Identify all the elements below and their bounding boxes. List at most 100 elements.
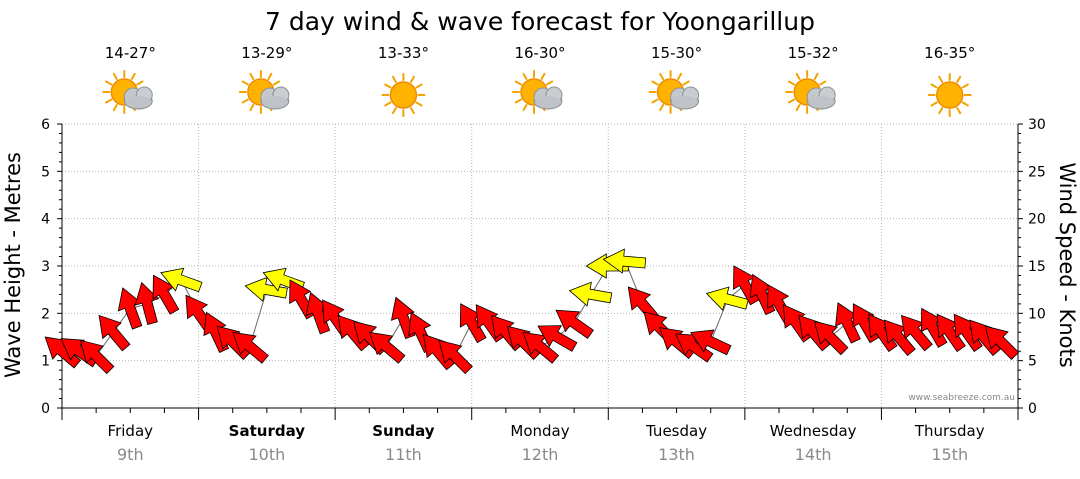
day-label: Tuesday bbox=[645, 422, 707, 440]
wind-arrow bbox=[835, 302, 861, 344]
wind-arrow bbox=[232, 331, 269, 364]
wind-arrow bbox=[690, 329, 732, 356]
sun-ray bbox=[105, 80, 113, 86]
right-tick-label: 15 bbox=[1028, 259, 1046, 275]
sun-ray bbox=[651, 98, 659, 104]
partly-cloudy-icon bbox=[648, 70, 700, 114]
sun-ray bbox=[409, 106, 415, 115]
sun-ray bbox=[795, 72, 801, 81]
sun-ray bbox=[938, 106, 944, 115]
sun-ray bbox=[514, 98, 523, 104]
day-label: Thursday bbox=[914, 422, 985, 440]
date-label: 15th bbox=[931, 445, 968, 464]
sun-ray bbox=[391, 106, 397, 115]
sunny-icon bbox=[927, 73, 972, 117]
sun-ray bbox=[241, 80, 249, 86]
left-tick-label: 5 bbox=[41, 164, 50, 180]
wind-arrow bbox=[537, 325, 578, 352]
right-tick-label: 25 bbox=[1028, 164, 1046, 180]
wind-arrow bbox=[160, 267, 203, 293]
right-axis-label: Wind Speed - Knots bbox=[1055, 162, 1079, 367]
sun-ray bbox=[930, 101, 938, 107]
cloud-part bbox=[671, 96, 698, 108]
sun-ray bbox=[651, 80, 659, 86]
wind-arrow bbox=[459, 303, 487, 344]
sun-ray bbox=[956, 75, 962, 84]
wind-arrow bbox=[920, 307, 948, 348]
wind-arrow bbox=[568, 281, 613, 307]
sun-ray bbox=[819, 80, 827, 86]
wind-arrow bbox=[244, 276, 288, 302]
sun-ray bbox=[249, 103, 255, 112]
sun-ray bbox=[659, 103, 665, 112]
right-tick-label: 10 bbox=[1028, 306, 1046, 322]
sun-ray bbox=[249, 72, 255, 81]
sun-ray bbox=[795, 103, 801, 112]
credit-text: www.seabreeze.com.au bbox=[908, 393, 1015, 403]
sun-ray bbox=[112, 103, 118, 112]
sun-ray bbox=[682, 80, 690, 86]
temperature-range: 13-29° bbox=[241, 44, 292, 62]
sun-ray bbox=[522, 103, 528, 112]
sun-ray bbox=[105, 98, 113, 104]
left-tick-label: 4 bbox=[41, 212, 50, 228]
partly-cloudy-icon bbox=[785, 70, 836, 114]
sun-disc bbox=[935, 81, 964, 109]
wind-arrow bbox=[674, 333, 714, 363]
weather-icons-row bbox=[102, 70, 972, 117]
wind-arrows bbox=[44, 248, 1020, 375]
cloud-part bbox=[808, 96, 835, 108]
cloud-part bbox=[261, 96, 288, 108]
sun-ray bbox=[272, 80, 281, 86]
sun-ray bbox=[130, 72, 136, 81]
sun-ray bbox=[787, 98, 796, 104]
sun-ray bbox=[267, 72, 273, 81]
date-label: 14th bbox=[795, 445, 832, 464]
partly-cloudy-icon bbox=[512, 70, 563, 114]
sun-ray bbox=[545, 80, 554, 86]
chart-title: 7 day wind & wave forecast for Yoongaril… bbox=[265, 7, 815, 36]
right-tick-label: 20 bbox=[1028, 212, 1046, 228]
x-axis: Friday 9th Saturday 10th Sunday 11th Monday 12t… bbox=[61, 407, 1019, 464]
sun-ray bbox=[540, 72, 546, 81]
left-tick-label: 2 bbox=[41, 306, 50, 322]
wind-arrow bbox=[438, 339, 473, 375]
wind-arrow bbox=[80, 339, 115, 375]
temperature-range: 16-30° bbox=[514, 44, 565, 62]
temperature-range: 15-30° bbox=[651, 44, 702, 62]
date-label: 10th bbox=[248, 445, 285, 464]
temperature-range: 16-35° bbox=[924, 44, 975, 62]
left-axis-label: Wave Height - Metres bbox=[1, 152, 25, 378]
partly-cloudy-icon bbox=[238, 70, 290, 114]
sun-ray bbox=[384, 83, 392, 89]
left-tick-label: 3 bbox=[41, 259, 50, 275]
wind-arrow bbox=[117, 287, 143, 330]
right-axis: 0 5 10 15 20 25 30 bbox=[1017, 117, 1046, 417]
sun-ray bbox=[938, 75, 944, 84]
sun-ray bbox=[930, 83, 938, 89]
wind-arrow bbox=[134, 281, 160, 325]
wind-arrow bbox=[368, 331, 406, 364]
left-tick-label: 6 bbox=[41, 117, 50, 133]
sun-ray bbox=[522, 72, 528, 81]
wind-arrow bbox=[98, 314, 131, 352]
day-label: Saturday bbox=[229, 422, 306, 440]
left-tick-label: 0 bbox=[41, 401, 50, 417]
date-label: 13th bbox=[658, 445, 695, 464]
wind-arrow bbox=[814, 320, 849, 356]
temperature-range: 13-33° bbox=[378, 44, 429, 62]
sunny-icon bbox=[381, 73, 426, 117]
cloud-part bbox=[125, 96, 152, 108]
sun-ray bbox=[787, 80, 796, 86]
wind-arrow bbox=[900, 314, 933, 352]
sun-disc bbox=[389, 81, 418, 109]
wind-arrow bbox=[868, 313, 898, 353]
sun-ray bbox=[415, 101, 423, 107]
wind-arrow bbox=[953, 313, 983, 353]
sun-ray bbox=[409, 75, 415, 84]
right-tick-label: 5 bbox=[1028, 354, 1037, 370]
wind-arrow bbox=[305, 291, 331, 335]
date-label: 9th bbox=[117, 445, 144, 464]
